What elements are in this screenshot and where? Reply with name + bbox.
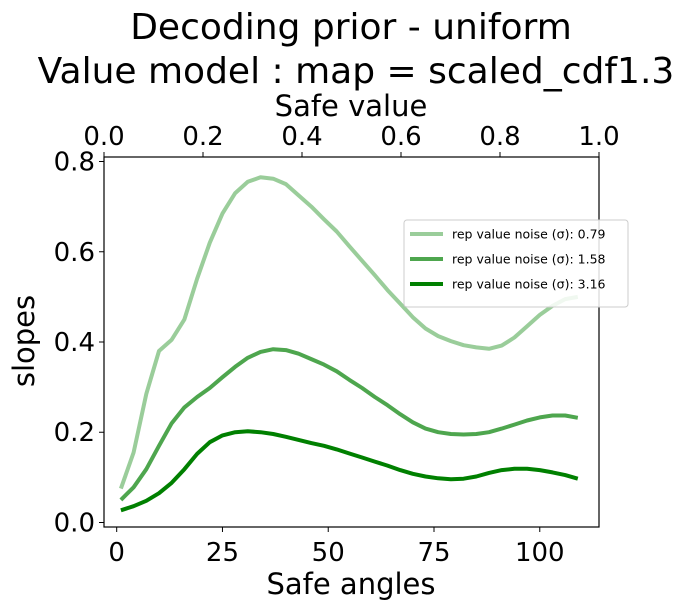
x-tick-label: 50 <box>312 538 345 568</box>
top-tick-label: 0.6 <box>380 122 421 152</box>
x-tick-label: 0 <box>108 538 125 568</box>
x-tick-label: 100 <box>515 538 565 568</box>
y-axis-label: slopes <box>7 295 41 387</box>
series-line-1 <box>119 175 579 490</box>
plot-frame <box>103 156 600 528</box>
legend-label-1: rep value noise (σ): 0.79 <box>452 227 606 242</box>
y-tick-label: 0.2 <box>54 418 95 448</box>
y-tick-label: 0.4 <box>54 328 95 358</box>
series-layer <box>119 175 579 513</box>
series-line-2 <box>119 347 579 502</box>
top-tick-label: 0.8 <box>479 122 520 152</box>
legend-label-2: rep value noise (σ): 1.58 <box>452 252 606 267</box>
y-tick-label: 0.0 <box>54 508 95 538</box>
x-axis-label: Safe angles <box>266 567 435 601</box>
y-tick-label: 0.6 <box>54 238 95 268</box>
legend-box <box>403 219 629 308</box>
y-tick-label: 0.8 <box>54 148 95 178</box>
top-tick-label: 0.4 <box>281 122 322 152</box>
chart-title-line2: Value model : map = scaled_cdf1.3 <box>38 51 675 92</box>
chart-title-line1: Decoding prior - uniform <box>130 7 572 48</box>
x-tick-label: 75 <box>417 538 450 568</box>
top-axis-label: Safe value <box>275 89 428 123</box>
legend-label-3: rep value noise (σ): 3.16 <box>452 277 606 292</box>
top-tick-label: 0.2 <box>182 122 223 152</box>
top-tick-label: 0.0 <box>83 122 124 152</box>
x-tick-label: 25 <box>206 538 239 568</box>
series-line-3 <box>120 429 579 513</box>
legend: rep value noise (σ): 0.79 rep value noise… <box>403 219 629 308</box>
top-tick-label: 1.0 <box>578 122 619 152</box>
